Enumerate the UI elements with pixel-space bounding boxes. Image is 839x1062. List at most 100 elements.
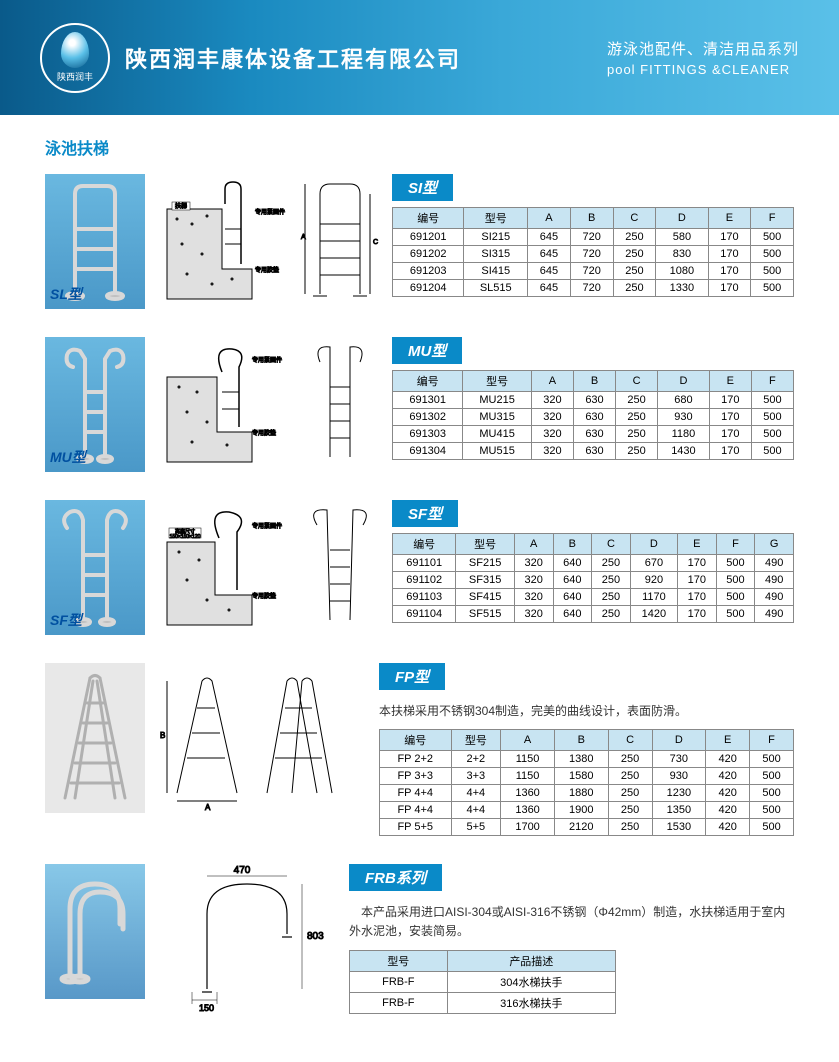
cell: 691304 xyxy=(393,443,463,460)
cell: 1580 xyxy=(554,768,608,785)
cell: 1230 xyxy=(652,785,706,802)
cell: 170 xyxy=(708,246,751,263)
cell: 691103 xyxy=(393,589,456,606)
cell: 250 xyxy=(592,606,631,623)
cell: 250 xyxy=(613,246,656,263)
cell: 320 xyxy=(531,426,573,443)
photo-fp xyxy=(45,663,145,813)
cell: 645 xyxy=(528,280,571,297)
cell: 170 xyxy=(678,606,717,623)
table-row: FRB-F316水梯扶手 xyxy=(350,992,616,1013)
svg-text:470: 470 xyxy=(234,865,251,876)
table-row: FP 2+22+211501380250730420500 xyxy=(380,751,794,768)
photo-sl: SL型 xyxy=(45,174,145,309)
cell: 250 xyxy=(608,768,652,785)
col-header: D xyxy=(630,534,677,555)
table-row: 691303MU4153206302501180170500 xyxy=(393,426,794,443)
logo-drop-icon xyxy=(61,32,89,68)
table-row: 691104SF5153206402501420170500490 xyxy=(393,606,794,623)
photo-label: SF型 xyxy=(50,610,82,630)
cell: 1330 xyxy=(656,280,708,297)
cell: 500 xyxy=(751,263,794,280)
table-mu: 编号型号ABCDEF691301MU2153206302506801705006… xyxy=(392,370,794,460)
type-badge-mu: MU型 xyxy=(392,337,462,364)
cell: 1880 xyxy=(554,785,608,802)
cell: 640 xyxy=(553,589,592,606)
cell: FP 3+3 xyxy=(380,768,452,785)
col-header: A xyxy=(528,208,571,229)
cell: 250 xyxy=(616,443,658,460)
table-row: FP 5+55+5170021202501530420500 xyxy=(380,819,794,836)
cell: 420 xyxy=(706,802,750,819)
cell: 4+4 xyxy=(451,785,501,802)
cell: 830 xyxy=(656,246,708,263)
cell: SI315 xyxy=(464,246,528,263)
cell: SF515 xyxy=(456,606,514,623)
cell: 250 xyxy=(613,229,656,246)
col-header: C xyxy=(613,208,656,229)
diagram-front-icon xyxy=(295,337,380,472)
type-badge-fp: FP型 xyxy=(379,663,445,690)
cell: 170 xyxy=(709,443,751,460)
svg-text:150: 150 xyxy=(199,1003,214,1013)
col-header: A xyxy=(514,534,553,555)
data-mu: MU型 编号型号ABCDEF691301MU215320630250680170… xyxy=(392,337,794,472)
cell: 645 xyxy=(528,263,571,280)
subtitle-cn: 游泳池配件、清洁用品系列 xyxy=(607,38,799,59)
cell: MU515 xyxy=(463,443,531,460)
table-row: 691204SL5156457202501330170500 xyxy=(393,280,794,297)
cell: 170 xyxy=(708,263,751,280)
col-header: 编号 xyxy=(380,730,452,751)
cell: 170 xyxy=(709,392,751,409)
col-header: 编号 xyxy=(393,534,456,555)
cell: 720 xyxy=(570,280,613,297)
col-header: B xyxy=(573,371,615,392)
cell: 500 xyxy=(750,768,794,785)
photo-mu: MU型 xyxy=(45,337,145,472)
cell: 691102 xyxy=(393,572,456,589)
diagrams-mu: 专用紧固件 专用胶垫 xyxy=(157,337,380,472)
col-header: 编号 xyxy=(393,208,464,229)
cell: FP 4+4 xyxy=(380,802,452,819)
cell: 490 xyxy=(755,572,794,589)
cell: 691203 xyxy=(393,263,464,280)
cell: 680 xyxy=(658,392,710,409)
page-header: 陕西润丰 陕西润丰康体设备工程有限公司 游泳池配件、清洁用品系列 pool FI… xyxy=(0,0,839,115)
cell: 691201 xyxy=(393,229,464,246)
desc-fp: 本扶梯采用不锈钢304制造，完美的曲线设计，表面防滑。 xyxy=(379,702,794,721)
cell: 320 xyxy=(531,409,573,426)
table-row: FRB-F304水梯扶手 xyxy=(350,971,616,992)
col-header: 型号 xyxy=(464,208,528,229)
cell: FP 5+5 xyxy=(380,819,452,836)
cell: 630 xyxy=(573,392,615,409)
cell: SF415 xyxy=(456,589,514,606)
cell: 500 xyxy=(751,280,794,297)
cell: 930 xyxy=(658,409,710,426)
page-title: 泳池扶梯 xyxy=(45,135,794,159)
cell: 500 xyxy=(750,785,794,802)
cell: 420 xyxy=(706,768,750,785)
section-sf: SF型 离底尺寸 150×150×120 专用紧固件 专用胶垫 SF型 xyxy=(45,500,794,635)
cell: 1150 xyxy=(501,751,555,768)
handrail-icon xyxy=(45,864,145,999)
col-header: 型号 xyxy=(456,534,514,555)
svg-text:扶梯: 扶梯 xyxy=(175,202,187,210)
cell: 250 xyxy=(613,280,656,297)
cell: 316水梯扶手 xyxy=(447,992,615,1013)
cell: 250 xyxy=(616,409,658,426)
col-header: E xyxy=(706,730,750,751)
cell: 320 xyxy=(514,555,553,572)
cell: FP 4+4 xyxy=(380,785,452,802)
cell: 691302 xyxy=(393,409,463,426)
table-row: 691102SF315320640250920170500490 xyxy=(393,572,794,589)
cell: SL515 xyxy=(464,280,528,297)
diagram-front-icon xyxy=(295,500,380,635)
cell: 170 xyxy=(678,555,717,572)
cell: 1180 xyxy=(658,426,710,443)
photo-label: SL型 xyxy=(50,284,82,304)
cell: 500 xyxy=(751,229,794,246)
cell: SI415 xyxy=(464,263,528,280)
col-header: 产品描述 xyxy=(447,950,615,971)
logo: 陕西润丰 xyxy=(40,23,110,93)
cell: 500 xyxy=(750,819,794,836)
